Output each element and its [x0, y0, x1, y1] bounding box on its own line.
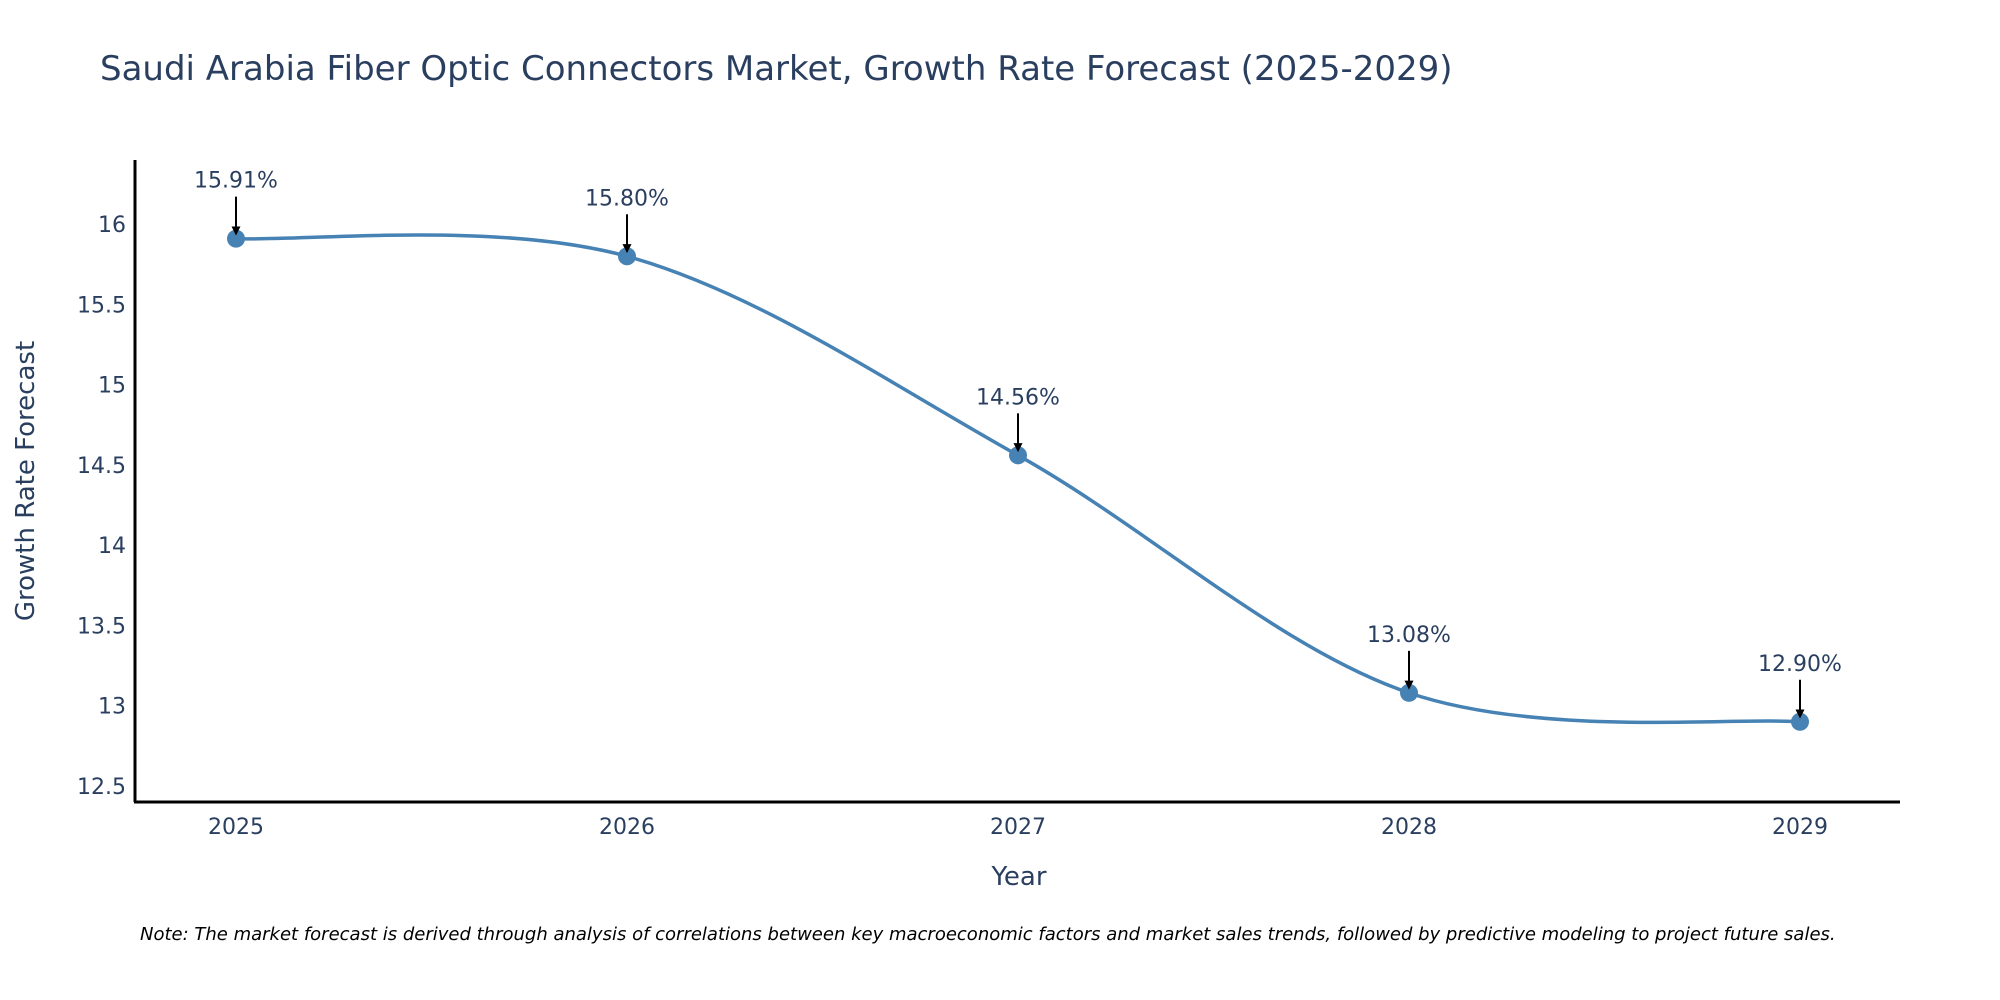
x-axis-ticks: 2025 2026 2027 2028 2029: [208, 815, 1828, 840]
footnote: Note: The market forecast is derived thr…: [140, 924, 1836, 945]
y-tick-label: 15: [98, 374, 126, 399]
data-annotations: 15.91% 15.80% 14.56% 13.08% 12.90%: [194, 169, 1842, 719]
y-tick-label: 14: [98, 534, 126, 559]
x-tick-label: 2026: [599, 815, 655, 840]
y-tick-label: 13: [98, 695, 126, 720]
data-label: 15.80%: [585, 186, 669, 211]
y-tick-label: 16: [98, 213, 126, 238]
data-label: 15.91%: [194, 169, 278, 194]
x-tick-label: 2025: [208, 815, 264, 840]
x-tick-label: 2028: [1381, 815, 1437, 840]
data-label: 14.56%: [976, 385, 1060, 410]
data-label: 12.90%: [1758, 652, 1842, 677]
y-tick-label: 15.5: [77, 293, 126, 318]
y-axis-title: Growth Rate Forecast: [11, 341, 41, 621]
x-axis-title: Year: [990, 862, 1046, 892]
series-markers: [227, 229, 1809, 731]
x-tick-label: 2027: [990, 815, 1046, 840]
data-label: 13.08%: [1367, 623, 1451, 648]
y-tick-label: 13.5: [77, 614, 126, 639]
y-tick-label: 12.5: [77, 775, 126, 800]
chart-title: Saudi Arabia Fiber Optic Connectors Mark…: [100, 49, 1453, 89]
y-tick-label: 14.5: [77, 454, 126, 479]
series-line: [235, 233, 1801, 725]
y-axis-ticks: 12.5 13 13.5 14 14.5 15 15.5 16: [77, 213, 126, 800]
x-tick-label: 2029: [1772, 815, 1828, 840]
